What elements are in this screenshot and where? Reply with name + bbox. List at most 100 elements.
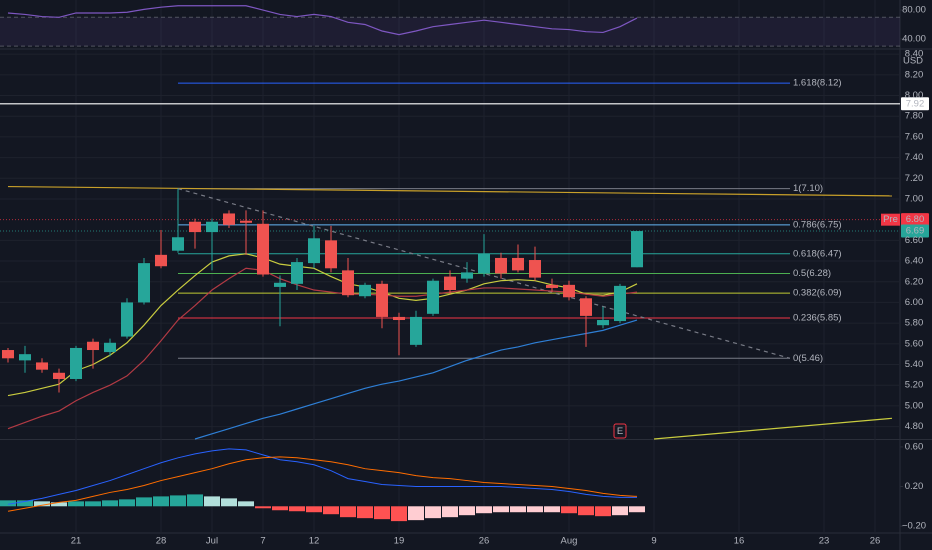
y-tick-label: 5.60 bbox=[905, 338, 924, 349]
macd-histogram-bar bbox=[119, 499, 135, 507]
candle-body bbox=[393, 316, 405, 321]
earnings-text: E bbox=[617, 426, 623, 437]
macd-histogram-bar bbox=[85, 501, 101, 507]
y-tick-label: 8.20 bbox=[905, 69, 924, 80]
macd-histogram-bar bbox=[442, 506, 458, 518]
candle-body bbox=[70, 347, 82, 379]
x-tick-label: 9 bbox=[651, 536, 656, 547]
y-tick-label: 4.80 bbox=[905, 421, 924, 432]
macd-histogram-bar bbox=[374, 506, 390, 520]
x-tick-label: 26 bbox=[479, 536, 490, 547]
macd-histogram-bar bbox=[255, 506, 271, 509]
macd-histogram-bar bbox=[595, 506, 611, 517]
candle-body bbox=[376, 283, 388, 317]
macd-histogram-bar bbox=[204, 496, 220, 507]
candle-body bbox=[495, 257, 507, 274]
x-tick-label: 21 bbox=[71, 536, 82, 547]
fib-label: 0.786(6.75) bbox=[793, 219, 842, 230]
candle-body bbox=[563, 284, 575, 298]
rsi-line bbox=[7, 5, 638, 36]
price-label-box bbox=[901, 224, 929, 238]
macd-histogram-bar bbox=[238, 501, 254, 507]
macd-histogram-bar bbox=[561, 506, 577, 514]
candle-body bbox=[121, 302, 133, 337]
candle-body bbox=[19, 354, 31, 361]
y-tick-label: −0.20 bbox=[902, 521, 926, 532]
candle-body bbox=[410, 316, 422, 345]
price-tag: Pre bbox=[883, 214, 898, 225]
macd-histogram-bar bbox=[102, 500, 118, 507]
trend-line bbox=[177, 188, 791, 359]
macd-histogram-bar bbox=[221, 498, 237, 507]
y-tick-label: 5.40 bbox=[905, 359, 924, 370]
earnings-badge bbox=[613, 423, 627, 439]
macd-histogram-bar bbox=[425, 506, 441, 519]
y-tick-label: 6.20 bbox=[905, 276, 924, 287]
macd-line bbox=[7, 448, 637, 505]
y-tick-label: 7.80 bbox=[905, 111, 924, 122]
candle-body bbox=[631, 231, 643, 268]
x-tick-label: 7 bbox=[260, 536, 265, 547]
y-tick-label: 7.00 bbox=[905, 193, 924, 204]
candle-body bbox=[257, 223, 269, 275]
candle-body bbox=[2, 350, 14, 359]
macd-histogram-bar bbox=[0, 500, 16, 507]
candle-body bbox=[461, 272, 473, 279]
trend-line bbox=[7, 185, 893, 197]
y-tick-label: 5.80 bbox=[905, 318, 924, 329]
fib-label: 0.236(5.85) bbox=[793, 312, 842, 323]
y-tick-label: 7.60 bbox=[905, 131, 924, 142]
macd-histogram-bar bbox=[323, 506, 339, 515]
macd-histogram-bar bbox=[391, 506, 407, 522]
price-label: 6.80 bbox=[906, 214, 925, 225]
x-tick-label: 26 bbox=[870, 536, 881, 547]
candle-body bbox=[104, 342, 116, 353]
candle-body bbox=[597, 320, 609, 326]
candle-body bbox=[512, 257, 524, 271]
candle-body bbox=[614, 285, 626, 322]
candle-body bbox=[325, 240, 337, 269]
fib-label: 0.382(6.09) bbox=[793, 288, 842, 299]
trend-line bbox=[653, 417, 893, 440]
price-tag-box bbox=[881, 213, 900, 226]
fib-label: 0(5.46) bbox=[793, 353, 823, 364]
fib-label: 0.618(6.47) bbox=[793, 248, 842, 259]
x-tick-label: 19 bbox=[394, 536, 405, 547]
candle-body bbox=[308, 238, 320, 264]
macd-histogram-bar bbox=[612, 506, 628, 516]
candle-body bbox=[444, 276, 456, 291]
y-tick-label: 0.60 bbox=[905, 441, 924, 452]
candle-body bbox=[274, 282, 286, 287]
candle-body bbox=[172, 237, 184, 251]
y-tick-label: 8.00 bbox=[905, 90, 924, 101]
price-label-box bbox=[901, 97, 929, 111]
macd-histogram-bar bbox=[153, 496, 169, 507]
y-tick-label: 5.00 bbox=[905, 400, 924, 411]
y-tick-label: 40.00 bbox=[902, 33, 926, 44]
candle-body bbox=[580, 298, 592, 316]
y-tick-label: 7.20 bbox=[905, 173, 924, 184]
price-label: 6.69 bbox=[906, 226, 925, 237]
candle-body bbox=[155, 254, 167, 267]
macd-histogram-bar bbox=[527, 506, 543, 513]
candle-body bbox=[427, 280, 439, 314]
macd-histogram-bar bbox=[357, 506, 373, 519]
fib-label: 0.5(6.28) bbox=[793, 268, 831, 279]
macd-histogram-bar bbox=[187, 494, 203, 507]
candle-body bbox=[53, 372, 65, 379]
candle-body bbox=[87, 341, 99, 351]
candle-body bbox=[206, 221, 218, 233]
y-tick-label: 0.20 bbox=[905, 481, 924, 492]
candle-body bbox=[546, 284, 558, 288]
macd-histogram-bar bbox=[459, 506, 475, 516]
y-tick-label: 6.60 bbox=[905, 235, 924, 246]
y-tick-label: 6.00 bbox=[905, 297, 924, 308]
x-tick-label: 16 bbox=[734, 536, 745, 547]
x-tick-label: 12 bbox=[309, 536, 320, 547]
price-label: 7.92 bbox=[906, 98, 925, 109]
x-tick-label: 28 bbox=[156, 536, 167, 547]
candle-body bbox=[223, 213, 235, 225]
candle-body bbox=[240, 220, 252, 223]
macd-histogram-bar bbox=[170, 495, 186, 507]
